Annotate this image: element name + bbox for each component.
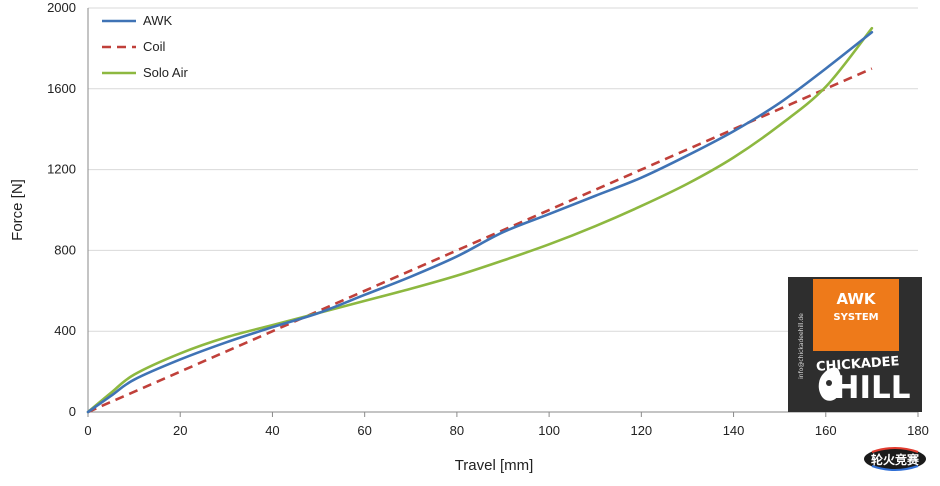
legend-label-solo-air: Solo Air <box>143 65 188 80</box>
grid-lines <box>88 7 918 332</box>
watermark-badge <box>864 448 926 470</box>
logo-badge-line2: SYSTEM <box>833 312 878 323</box>
logo-orange-badge <box>813 279 899 351</box>
series-lines <box>86 26 874 414</box>
x-tick-label: 100 <box>538 423 560 438</box>
watermark-logo: 轮火竞赛 <box>864 447 926 471</box>
x-tick-label: 20 <box>173 423 187 438</box>
y-tick-label: 2000 <box>47 0 76 15</box>
legend: AWK Coil Solo Air <box>102 13 188 80</box>
series-line-solo-air <box>86 26 874 414</box>
y-tick-label: 400 <box>54 323 76 338</box>
x-tick-label: 120 <box>630 423 652 438</box>
x-tick-label: 40 <box>265 423 279 438</box>
legend-label-awk: AWK <box>143 13 172 28</box>
x-tick-label: 140 <box>723 423 745 438</box>
y-tick-labels: 0 400 800 1200 1600 2000 <box>47 0 76 419</box>
x-tick-label: 0 <box>84 423 91 438</box>
chickadee-hill-logo: AWK SYSTEM CHICKADEE HILL info@chickadee… <box>788 277 922 412</box>
y-tick-label: 1200 <box>47 162 76 177</box>
y-tick-label: 1600 <box>47 81 76 96</box>
x-tick-labels: 0 20 40 60 80 100 120 140 160 180 <box>84 423 928 438</box>
x-axis-title: Travel [mm] <box>455 457 534 474</box>
axes <box>87 8 919 417</box>
legend-label-coil: Coil <box>143 39 166 54</box>
x-tick-label: 180 <box>907 423 929 438</box>
y-tick-label: 0 <box>69 404 76 419</box>
series-line-awk <box>86 30 874 414</box>
logo-badge-line1: AWK <box>836 290 876 308</box>
bird-icon <box>818 367 842 401</box>
watermark-text: 轮火竞赛 <box>871 452 920 467</box>
y-tick-label: 800 <box>54 242 76 257</box>
y-axis-title: Force [N] <box>9 179 26 241</box>
x-tick-label: 80 <box>450 423 464 438</box>
x-tick-label: 60 <box>357 423 371 438</box>
logo-brand-line2: HILL <box>834 370 911 406</box>
logo-side-text: info@chickadeehill.de <box>798 313 805 379</box>
x-tick-label: 160 <box>815 423 837 438</box>
